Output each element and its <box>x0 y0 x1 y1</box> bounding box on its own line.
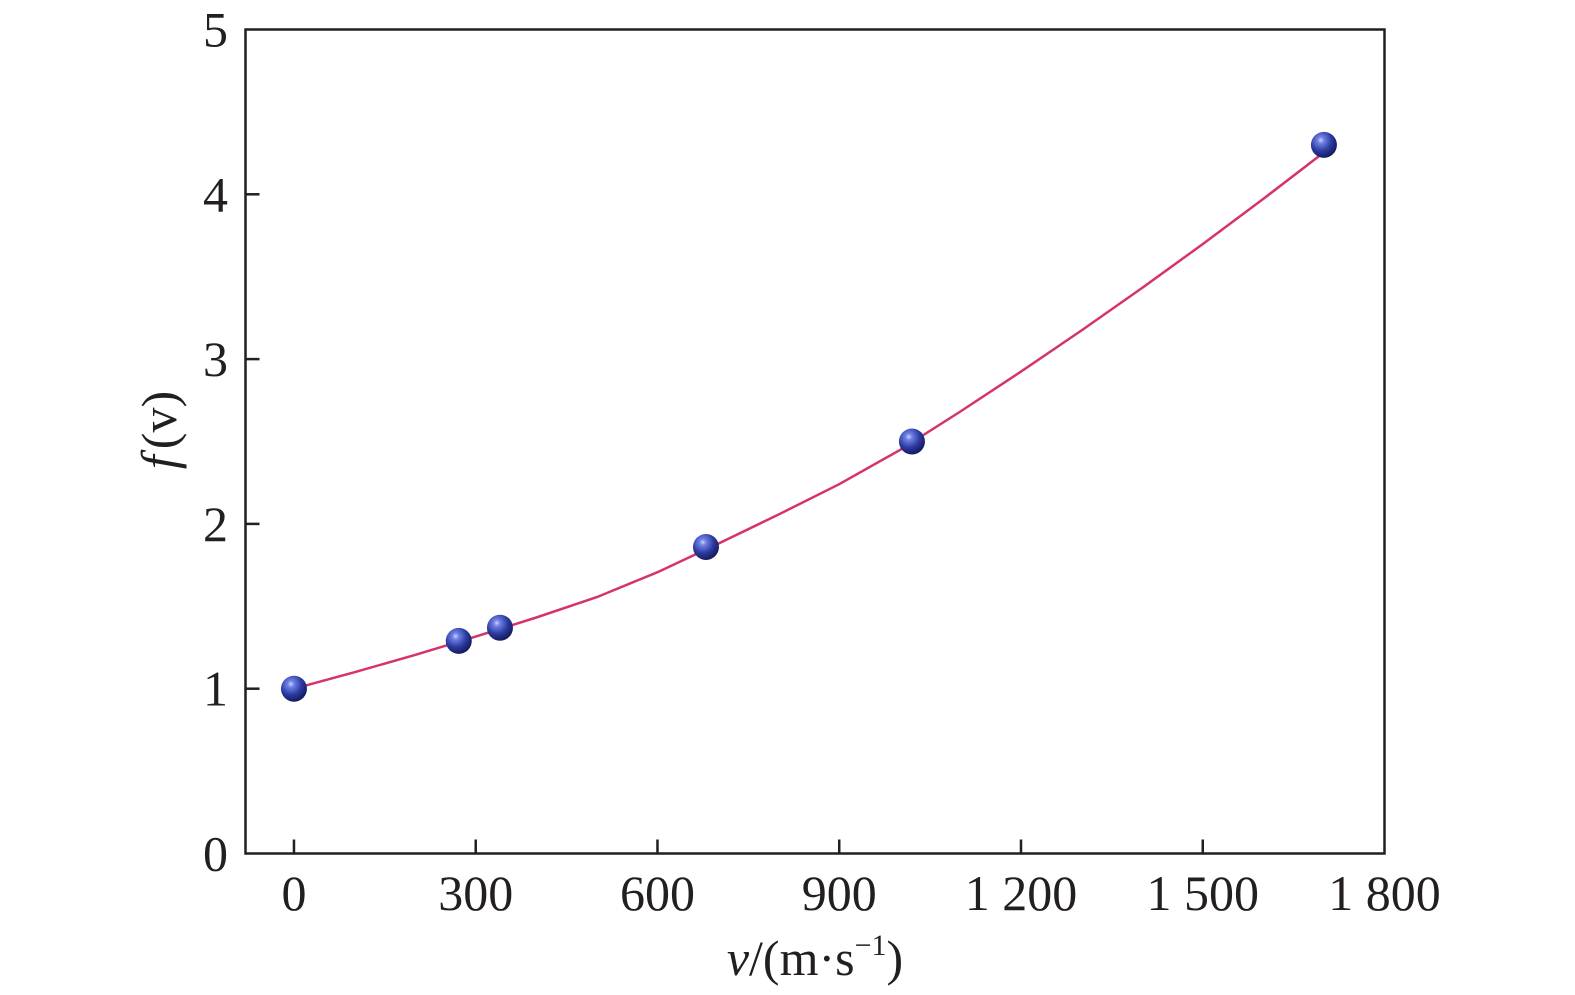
y-axis-ticks: 0 1 2 3 4 5 <box>203 2 260 882</box>
x-axis-unit: /(m·s <box>749 930 855 986</box>
y-tick-label: 3 <box>203 331 228 387</box>
y-tick-label: 5 <box>203 2 228 58</box>
plot-frame <box>244 28 1386 855</box>
x-tick-label: 300 <box>438 865 513 921</box>
y-axis-title: f(v) <box>131 391 187 469</box>
x-axis-unit-exponent: −1 <box>855 929 887 962</box>
x-tick-label: 0 <box>281 865 306 921</box>
x-axis-title: v/(m·s−1) <box>727 929 903 986</box>
data-points <box>280 131 1337 702</box>
y-tick-label: 1 <box>203 661 228 717</box>
x-tick-label: 1 500 <box>1146 865 1259 921</box>
x-tick-label: 600 <box>620 865 695 921</box>
x-tick-label: 900 <box>802 865 877 921</box>
data-point <box>1310 131 1337 158</box>
data-point <box>445 627 472 654</box>
y-axis-function: f <box>131 449 187 469</box>
fit-curves <box>293 151 1325 690</box>
x-axis-variable: v <box>727 930 750 986</box>
x-tick-label: 1 800 <box>1328 865 1441 921</box>
data-point <box>486 614 513 641</box>
y-tick-label: 0 <box>203 826 228 882</box>
data-point <box>692 533 719 560</box>
y-tick-label: 2 <box>203 496 228 552</box>
fit-curve-line <box>293 151 1325 690</box>
x-axis-ticks: 0 300 600 900 1 200 1 500 1 800 <box>281 839 1441 921</box>
x-tick-label: 1 200 <box>965 865 1078 921</box>
y-axis-argument: (v) <box>131 391 187 449</box>
x-axis-unit-close: ) <box>887 930 904 986</box>
data-point <box>280 675 307 702</box>
data-point <box>898 428 925 455</box>
y-tick-label: 4 <box>203 166 228 222</box>
